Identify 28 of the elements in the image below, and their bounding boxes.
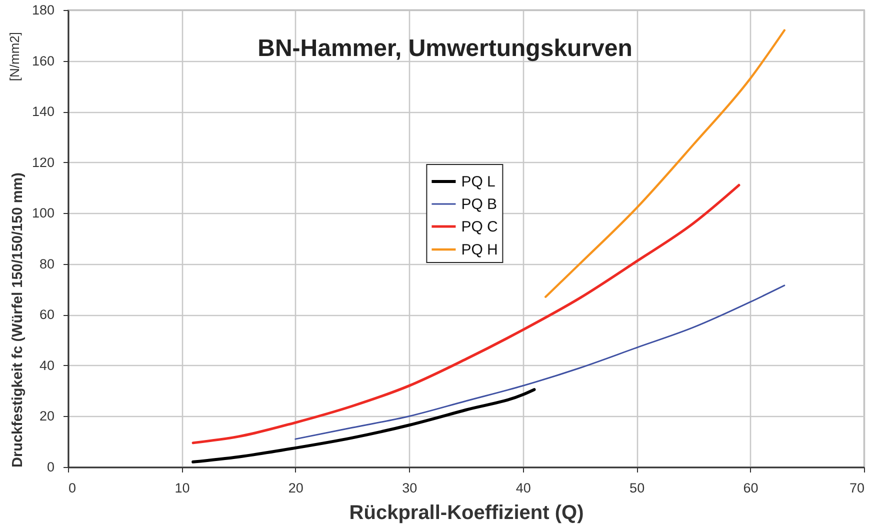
y-tick-label: 180: [32, 2, 54, 18]
y-tick-label: 80: [39, 256, 54, 272]
legend-label: PQ L: [461, 174, 496, 191]
x-tick-label: 20: [288, 480, 304, 496]
x-tick-label: 50: [630, 480, 645, 496]
y-tick-label: 20: [39, 408, 54, 424]
text: [N/mm2]: [7, 32, 22, 82]
x-tick-label: 10: [174, 480, 190, 496]
legend-label: PQ C: [461, 218, 498, 236]
y-axis-title: Druckfestigkeit fc (Würfel 150/150/150 mm): [10, 172, 26, 468]
x-tick-label: 60: [743, 480, 758, 496]
y-tick-label: 0: [46, 460, 54, 474]
y-tick-label: 160: [32, 53, 54, 68]
y-tick-label: 120: [32, 154, 54, 170]
x-tick-label: 0: [68, 480, 76, 496]
legend-label: PQ H: [461, 242, 498, 259]
line-series: [294, 284, 786, 440]
y-tick-label: 140: [32, 104, 54, 120]
x-tick-label: 30: [402, 480, 418, 496]
y-tick-label: 100: [32, 206, 54, 221]
x-tick-label: 40: [516, 480, 531, 496]
x-axis-title: Rückprall-Koeffizient (Q): [349, 502, 584, 524]
y-tick-label: 60: [39, 307, 54, 322]
x-tick-label: 70: [849, 480, 864, 496]
y-tick-label: 40: [39, 358, 54, 373]
text: BN-Hammer, Umwertungskurven: [258, 35, 632, 62]
legend-label: PQ B: [461, 196, 498, 214]
line-series: [192, 388, 536, 464]
